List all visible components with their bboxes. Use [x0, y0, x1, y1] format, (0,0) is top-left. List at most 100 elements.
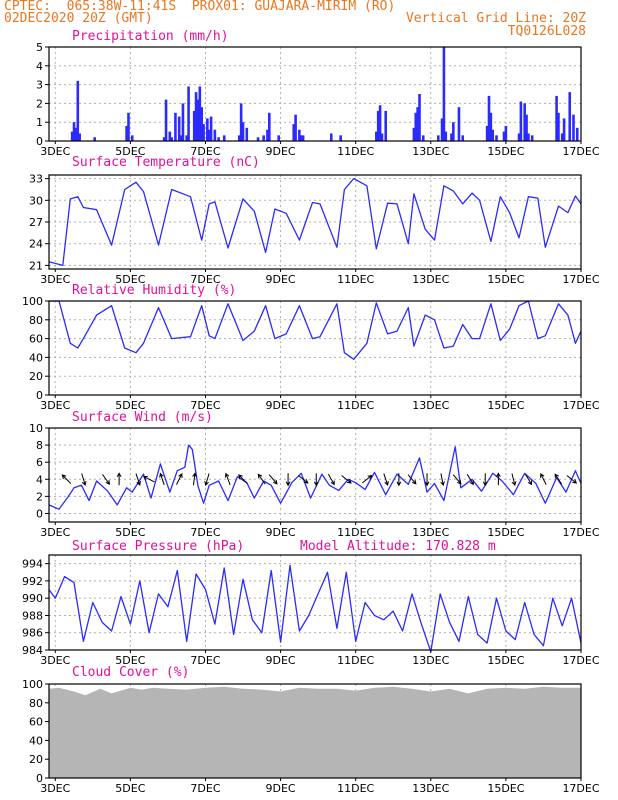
- precip-bar: [378, 105, 382, 141]
- precip-bar: [130, 135, 134, 141]
- wind-arrow: [424, 473, 430, 487]
- header-location: CPTEC: 065:38W-11:41S PROX01: GUAJARA-MI…: [4, 0, 396, 14]
- precip-bar: [70, 131, 74, 141]
- rh-ytick-label: 40: [29, 351, 43, 364]
- wind-ytick-label: 6: [36, 456, 43, 469]
- press-xtick-label: 3DEC: [40, 654, 70, 667]
- precip-bar: [72, 122, 76, 141]
- wind-arrow: [482, 473, 488, 487]
- precip-bar: [525, 114, 528, 141]
- precip-bar: [181, 103, 185, 141]
- precip-bar: [375, 131, 378, 141]
- precip-bar: [436, 135, 440, 141]
- wind-xtick-label: 9DEC: [266, 526, 296, 539]
- precip-bar: [489, 112, 493, 141]
- wind-panel: 0 2 4 6 8 10 3DEC 5DEC 7DEC 9DEC 11DEC 13DEC 15DEC 17…: [29, 422, 600, 539]
- precip-bar: [575, 127, 579, 141]
- rh-ytick-label: 0: [36, 389, 43, 402]
- precip-bar: [266, 129, 269, 141]
- wind-xtick-label: 15DEC: [487, 526, 524, 539]
- wind-xtick-label: 3DEC: [40, 526, 70, 539]
- precip-title: Precipitation (mm/h): [72, 29, 229, 44]
- wind-frame: [48, 427, 582, 523]
- cloud-xtick-label: 13DEC: [412, 782, 449, 795]
- wind-arrow: [224, 472, 231, 486]
- temp-ytick-label: 27: [29, 216, 43, 229]
- precip-bar: [93, 137, 96, 141]
- precip-bar: [457, 107, 461, 141]
- rh-title: Relative Humidity (%): [72, 283, 237, 298]
- precip-bar: [174, 112, 177, 141]
- temp-ytick-label: 24: [29, 238, 43, 251]
- precip-bar: [241, 122, 245, 141]
- cloud-title: Cloud Cover (%): [72, 665, 190, 680]
- cloud-xtick-label: 7DEC: [190, 782, 220, 795]
- press-xtick-label: 17DEC: [562, 654, 599, 667]
- wind-arrow: [540, 472, 547, 485]
- precip-bar: [555, 95, 558, 141]
- precip-ytick-label: 0: [36, 135, 43, 148]
- rh-xtick-label: 13DEC: [412, 399, 449, 412]
- cloud-area: [48, 686, 581, 778]
- wind-arrow: [135, 473, 141, 486]
- press-xtick-label: 7DEC: [190, 654, 220, 667]
- precip-bar: [523, 103, 526, 141]
- precip-bar: [572, 114, 575, 141]
- precip-bar: [277, 135, 280, 141]
- precip-bar: [444, 131, 448, 141]
- press-frame: [48, 554, 582, 651]
- press-xtick-label: 13DEC: [412, 654, 449, 667]
- temp-ytick-label: 30: [29, 194, 43, 207]
- cloud-panel: 0 20 40 60 80 100 3DEC 5DEC 7DEC 9DEC 11DEC 13DEC 15…: [22, 678, 600, 795]
- cloud-xtick-label: 17DEC: [562, 782, 599, 795]
- temp-xtick-label: 17DEC: [562, 273, 599, 286]
- temp-xtick-label: 9DEC: [266, 273, 296, 286]
- temp-frame: [48, 174, 582, 270]
- precip-bar: [168, 131, 172, 141]
- wind-line: [48, 444, 582, 510]
- press-ytick-label: 988: [22, 609, 43, 622]
- precip-bar: [245, 127, 249, 141]
- precip-bar: [202, 124, 205, 141]
- precip-bar: [74, 127, 78, 141]
- precip-ytick-label: 4: [36, 60, 43, 73]
- press-xtick-label: 5DEC: [115, 654, 145, 667]
- precip-xtick-label: 3DEC: [40, 145, 70, 158]
- precip-bar: [502, 131, 506, 141]
- cloud-xtick-label: 3DEC: [40, 782, 70, 795]
- precip-bar: [487, 95, 491, 141]
- precip-xtick-label: 7DEC: [190, 145, 220, 158]
- precip-ytick-label: 2: [36, 97, 43, 110]
- precip-ytick-label: 5: [36, 41, 43, 54]
- cloud-xtick-label: 9DEC: [266, 782, 296, 795]
- precip-bar: [339, 135, 342, 141]
- wind-arrow: [192, 472, 197, 486]
- precip-bar: [170, 137, 173, 141]
- rh-xtick-label: 5DEC: [115, 399, 145, 412]
- precip-bar: [517, 133, 521, 141]
- wind-arrow: [313, 473, 319, 487]
- header-model-code: TQ0126L028: [507, 24, 586, 39]
- wind-arrow: [383, 473, 389, 486]
- cloud-xtick-label: 15DEC: [487, 782, 524, 795]
- cloud-ytick-label: 20: [29, 753, 43, 766]
- precip-bar: [376, 110, 380, 141]
- wind-arrow: [285, 473, 291, 487]
- precip-bar: [237, 135, 241, 141]
- precip-bar: [179, 135, 183, 141]
- wind-ytick-label: 8: [36, 439, 43, 452]
- wind-arrow: [81, 473, 87, 487]
- precip-bar: [292, 124, 296, 141]
- precip-bar: [412, 127, 416, 141]
- precip-bar: [268, 112, 271, 141]
- temp-title: Surface Temperature (nC): [72, 155, 260, 170]
- precip-bar: [527, 133, 530, 141]
- header-grid-line: Vertical Grid Line: 20Z: [405, 11, 586, 26]
- precip-ytick-label: 1: [36, 116, 43, 129]
- wind-arrow: [341, 475, 352, 484]
- press-ytick-label: 990: [22, 592, 43, 605]
- wind-arrow: [204, 473, 210, 487]
- precip-bar: [384, 110, 388, 141]
- precip-bar: [301, 135, 305, 141]
- precip-bar: [206, 118, 209, 141]
